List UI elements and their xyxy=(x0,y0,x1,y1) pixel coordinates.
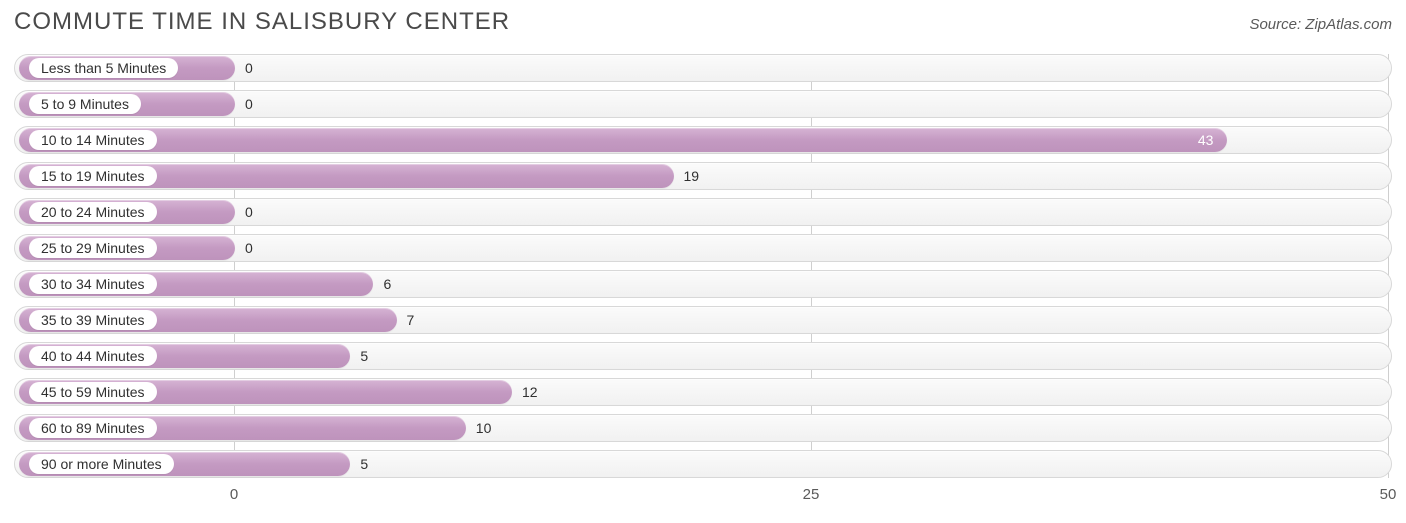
category-label: 30 to 34 Minutes xyxy=(29,274,157,294)
bar-row: 45 to 59 Minutes 12 xyxy=(14,378,1392,406)
value-label: 43 xyxy=(1198,127,1214,153)
category-label: 90 or more Minutes xyxy=(29,454,174,474)
bar-row: Less than 5 Minutes 0 xyxy=(14,54,1392,82)
plot-area: Less than 5 Minutes 0 5 to 9 Minutes 0 10 to… xyxy=(14,54,1392,478)
category-label: 60 to 89 Minutes xyxy=(29,418,157,438)
value-label: 0 xyxy=(245,55,253,81)
category-label: 45 to 59 Minutes xyxy=(29,382,157,402)
bar-row: 30 to 34 Minutes 6 xyxy=(14,270,1392,298)
chart-source: Source: ZipAtlas.com xyxy=(1249,16,1392,33)
category-label: 35 to 39 Minutes xyxy=(29,310,157,330)
chart-container: COMMUTE TIME IN SALISBURY CENTER Source:… xyxy=(0,0,1406,523)
x-tick-label: 25 xyxy=(803,486,820,503)
x-axis: 02550 xyxy=(14,480,1392,510)
category-label: 20 to 24 Minutes xyxy=(29,202,157,222)
bar-row: 5 to 9 Minutes 0 xyxy=(14,90,1392,118)
category-label: 40 to 44 Minutes xyxy=(29,346,157,366)
value-label: 5 xyxy=(360,343,368,369)
value-label: 19 xyxy=(684,163,700,189)
bar-row: 60 to 89 Minutes 10 xyxy=(14,414,1392,442)
bar-row: 90 or more Minutes 5 xyxy=(14,450,1392,478)
category-label: 5 to 9 Minutes xyxy=(29,94,141,114)
bar-row: 25 to 29 Minutes 0 xyxy=(14,234,1392,262)
value-label: 0 xyxy=(245,235,253,261)
value-label: 7 xyxy=(407,307,415,333)
gridline xyxy=(1388,54,1389,478)
x-tick-label: 0 xyxy=(230,486,238,503)
value-label: 5 xyxy=(360,451,368,477)
bar-row: 35 to 39 Minutes 7 xyxy=(14,306,1392,334)
chart-title: COMMUTE TIME IN SALISBURY CENTER xyxy=(14,8,510,36)
value-label: 10 xyxy=(476,415,492,441)
bar-row: 15 to 19 Minutes 19 xyxy=(14,162,1392,190)
bar-row: 40 to 44 Minutes 5 xyxy=(14,342,1392,370)
value-label: 0 xyxy=(245,199,253,225)
bar-row: 10 to 14 Minutes 43 xyxy=(14,126,1392,154)
value-label: 0 xyxy=(245,91,253,117)
bar xyxy=(19,128,1227,152)
category-label: Less than 5 Minutes xyxy=(29,58,178,78)
value-label: 6 xyxy=(383,271,391,297)
chart-header: COMMUTE TIME IN SALISBURY CENTER Source:… xyxy=(14,8,1392,36)
value-label: 12 xyxy=(522,379,538,405)
bar-row: 20 to 24 Minutes 0 xyxy=(14,198,1392,226)
x-tick-label: 50 xyxy=(1380,486,1397,503)
category-label: 10 to 14 Minutes xyxy=(29,130,157,150)
category-label: 25 to 29 Minutes xyxy=(29,238,157,258)
category-label: 15 to 19 Minutes xyxy=(29,166,157,186)
